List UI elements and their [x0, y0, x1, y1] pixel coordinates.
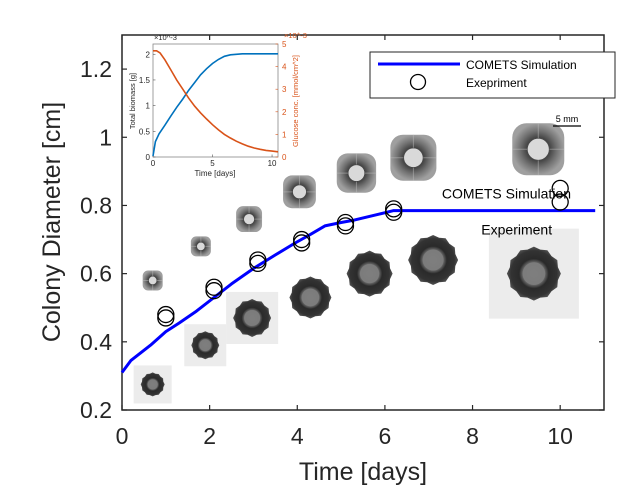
annotation-experiment: Experiment [481, 221, 552, 237]
simulated-colony-image [142, 270, 163, 291]
experiment-point [157, 305, 175, 324]
experiment-point [293, 234, 311, 252]
experimental-colony-center [522, 262, 546, 285]
x-tick-label: 4 [291, 423, 304, 449]
x-tick-label: 10 [547, 423, 573, 449]
inset-right-y-tick-label: 3 [282, 85, 287, 94]
simulated-colony-center [243, 213, 255, 225]
simulated-colony-image [512, 123, 565, 176]
simulated-colony-image [190, 236, 211, 257]
series-experiment-points [157, 179, 569, 327]
experimental-colony-center [422, 249, 444, 271]
annotation-comets-simulation: COMETS Simulation [442, 186, 571, 202]
y-tick-label: 1 [99, 124, 112, 150]
scale-bar: 5 mm [553, 114, 581, 127]
inset-y-tick-label: 2 [146, 50, 151, 59]
simulated-colony-image [283, 175, 316, 209]
experimental-colony-center [147, 379, 158, 390]
y-tick-labels: 0.2 0.4 0.6 0.8 1 1.2 [80, 56, 112, 423]
inset-right-y-exponent: ×10^-3 [284, 31, 307, 40]
inset-y-tick-label: 1.5 [139, 76, 151, 85]
y-axis-label: Colony Diameter [cm] [38, 102, 66, 342]
inset-x-tick-label: 10 [268, 159, 277, 168]
experimental-colony-image [226, 291, 279, 344]
colony-images [133, 123, 579, 404]
experimental-colony-image [346, 250, 393, 297]
inset-axes: 0 5 10 0 0.5 1 1.5 2 0 1 2 3 4 5 Time [days] Total bi… [128, 31, 307, 178]
simulated-colony-center [148, 275, 158, 285]
simulated-colony-center [527, 137, 550, 161]
inset-x-tick-label: 0 [151, 159, 156, 168]
x-tick-label: 6 [379, 423, 392, 449]
inset-series-glucose [153, 50, 279, 153]
experiment-point [293, 230, 311, 249]
simulated-colony-center [196, 241, 206, 251]
experimental-colony-image [408, 235, 459, 285]
x-tick-label: 2 [203, 423, 216, 449]
simulated-colony-image [390, 134, 437, 181]
inset-right-y-tick-label: 2 [282, 108, 287, 117]
experimental-colony-image [488, 228, 579, 319]
inset-series-biomass [152, 53, 278, 157]
inset-y-tick-label: 0.5 [139, 127, 151, 136]
experimental-colony-center [359, 263, 380, 284]
inset-x-tick-label: 5 [210, 159, 215, 168]
inset-y-tick-label: 0 [146, 153, 151, 162]
inset-axes-frame [152, 43, 279, 158]
scale-bar-label: 5 mm [556, 114, 579, 124]
experimental-colony-center [199, 339, 212, 352]
y-tick-label: 0.6 [80, 261, 112, 287]
experiment-point [336, 217, 355, 235]
experimental-colony-center [301, 288, 320, 307]
experimental-colony-image [289, 276, 332, 319]
y-tick-label: 0.8 [80, 192, 112, 218]
legend-box [369, 51, 616, 99]
experiment-point [157, 309, 175, 327]
inset-y-axis-label: Total biomass [g] [128, 73, 137, 129]
main-axes: 0 2 4 6 8 10 0.20.40.60.811.2 Time [days] Col… [38, 34, 605, 486]
experiment-point [205, 282, 223, 300]
legend-label-experiment: Exepriment [466, 76, 527, 90]
inset-y-exponent: ×10^-3 [154, 33, 177, 42]
simulated-colony-image [236, 206, 263, 233]
experiment-point [385, 203, 403, 221]
x-tick-label: 8 [466, 423, 479, 449]
series-comets-simulation-line [120, 209, 596, 374]
y-tick-label: 1.2 [80, 56, 112, 82]
inset-x-axis-label: Time [days] [194, 169, 235, 178]
inset-right-y-tick-label: 5 [282, 40, 287, 49]
inset-ticks: 0 5 10 0 0.5 1 1.5 2 0 1 2 3 4 5 [139, 40, 287, 168]
experimental-colony-image [184, 324, 227, 367]
experiment-point [551, 179, 569, 198]
x-tick-labels: 0 2 4 6 8 10 [116, 423, 573, 449]
simulated-colony-center [403, 147, 424, 168]
experiment-point [551, 193, 569, 211]
simulated-colony-image [336, 153, 377, 193]
experiment-point [249, 254, 267, 273]
experimental-colony-center [244, 309, 261, 326]
x-axis-label: Time [days] [299, 458, 427, 486]
experiment-point [205, 278, 223, 296]
legend-circle-swatch [409, 73, 427, 91]
experimental-colony-image [133, 365, 172, 404]
experiment-point [385, 200, 403, 218]
simulated-colony-center [292, 184, 307, 200]
legend: COMETS Simulation Exepriment [369, 51, 616, 99]
inset-right-y-tick-label: 4 [282, 63, 287, 72]
inset-right-y-tick-label: 1 [282, 130, 287, 139]
experiment-point [249, 251, 267, 269]
y-tick-label: 0.4 [80, 329, 112, 355]
simulated-colony-center [347, 164, 365, 182]
y-tick-label: 0.2 [80, 397, 112, 423]
legend-label-simulation: COMETS Simulation [466, 58, 577, 72]
inset-right-y-axis-label: Glucose conc. [mmol/cm^2] [291, 55, 300, 147]
experiment-point [336, 213, 355, 232]
x-tick-label: 0 [116, 423, 129, 449]
inset-y-tick-label: 1 [146, 102, 151, 111]
inset-right-y-tick-label: 0 [282, 153, 287, 162]
